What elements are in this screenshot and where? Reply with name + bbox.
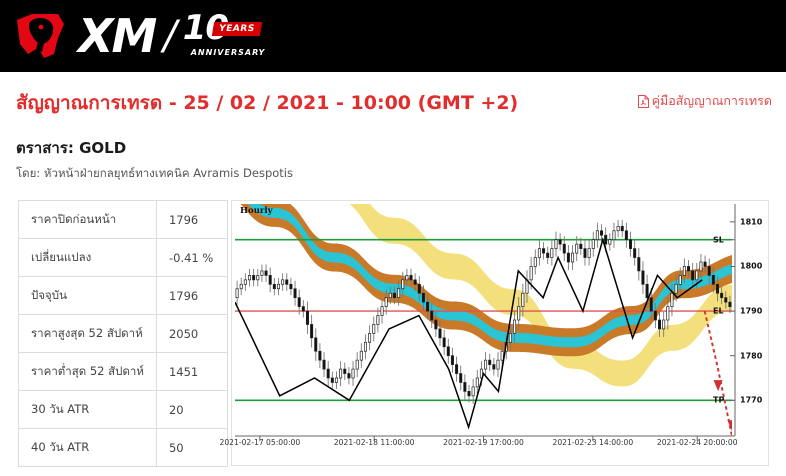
trading-signal-guide-link[interactable]: คู่มือสัญญาณการเทรด (637, 91, 772, 111)
pdf-file-icon (637, 94, 649, 108)
table-row: 40 วัน ATR 50 (18, 428, 229, 467)
stat-value: 50 (155, 428, 229, 467)
stat-label: เปลี่ยนแปลง (18, 238, 157, 277)
logo-divider: / (163, 13, 177, 59)
stat-label: 40 วัน ATR (18, 428, 157, 467)
xm-logo[interactable]: XM / 10 YEARS ANNIVERSARY (14, 8, 279, 64)
stat-value: 1796 (155, 276, 229, 315)
xm-wordmark: XM (78, 9, 157, 63)
table-row: 30 วัน ATR 20 (18, 390, 229, 429)
x-axis-tick-label: 2021-02-23 14:00:00 (552, 438, 634, 447)
level-label-sl: SL (713, 235, 724, 245)
anniversary-years-label: YEARS (211, 22, 262, 36)
x-axis-tick-label: 2021-02-17 05:00:00 (219, 438, 301, 447)
anniversary-badge: 10 YEARS ANNIVERSARY (183, 10, 279, 62)
y-axis-tick-label: 1800 (740, 261, 763, 271)
site-header: XM / 10 YEARS ANNIVERSARY (0, 0, 786, 72)
stat-label: 30 วัน ATR (18, 390, 157, 429)
page-title: สัญญาณการเทรด - 25 / 02 / 2021 - 10:00 (… (16, 92, 519, 114)
instrument-label: ตราสาร: GOLD (16, 139, 127, 157)
stat-label: ราคาสูงสุด 52 สัปดาห์ (18, 314, 157, 353)
y-axis-tick-label: 1770 (740, 395, 763, 405)
price-chart[interactable]: Hourly 1810 1800 1790 1780 1770 2021-02-17 0… (220, 200, 769, 466)
y-axis-tick-label: 1780 (740, 351, 763, 361)
y-axis-tick-label: 1790 (740, 306, 763, 316)
instrument-stats-table: ราคาปิดก่อนหน้า 1796 เปลี่ยนแปลง -0.41 % ปัจ… (18, 200, 229, 467)
table-row: ราคาสูงสุด 52 สัปดาห์ 2050 (18, 314, 229, 353)
stat-value: -0.41 % (155, 238, 229, 277)
table-row: ราคาปิดก่อนหน้า 1796 (18, 200, 229, 239)
stat-label: ปัจจุบัน (18, 276, 157, 315)
stat-label: ราคาต่ำสุด 52 สัปดาห์ (18, 352, 157, 391)
stat-value: 1796 (155, 200, 229, 239)
stat-value: 2050 (155, 314, 229, 353)
x-axis-tick-label: 2021-02-24 20:00:00 (656, 438, 738, 447)
chart-axes (235, 204, 736, 441)
table-row: ราคาต่ำสุด 52 สัปดาห์ 1451 (18, 352, 229, 391)
chart-plot-area (235, 204, 732, 436)
author-byline: โดย: หัวหน้าฝ่ายกลยุทธ์ทางเทคนิค Avramis… (16, 166, 293, 180)
y-axis-tick-label: 1810 (740, 217, 763, 227)
chart-timeframe-label: Hourly (240, 206, 273, 216)
x-axis-tick-label: 2021-02-19 17:00:00 (443, 438, 524, 447)
stat-label: ราคาปิดก่อนหน้า (18, 200, 157, 239)
chart-series-svg (235, 204, 732, 436)
table-row: ปัจจุบัน 1796 (18, 276, 229, 315)
x-axis-tick-label: 2021-02-18 11:00:00 (333, 438, 415, 447)
stats-table-body: ราคาปิดก่อนหน้า 1796 เปลี่ยนแปลง -0.41 % ปัจ… (18, 200, 229, 467)
level-label-tp: TP (713, 395, 725, 405)
table-row: เปลี่ยนแปลง -0.41 % (18, 238, 229, 277)
stat-value: 1451 (155, 352, 229, 391)
stat-value: 20 (155, 390, 229, 429)
pdf-link-label: คู่มือสัญญาณการเทรด (651, 93, 772, 108)
anniversary-word: ANNIVERSARY (190, 48, 266, 57)
level-label-el: EL (713, 306, 724, 316)
bull-icon (17, 14, 64, 58)
